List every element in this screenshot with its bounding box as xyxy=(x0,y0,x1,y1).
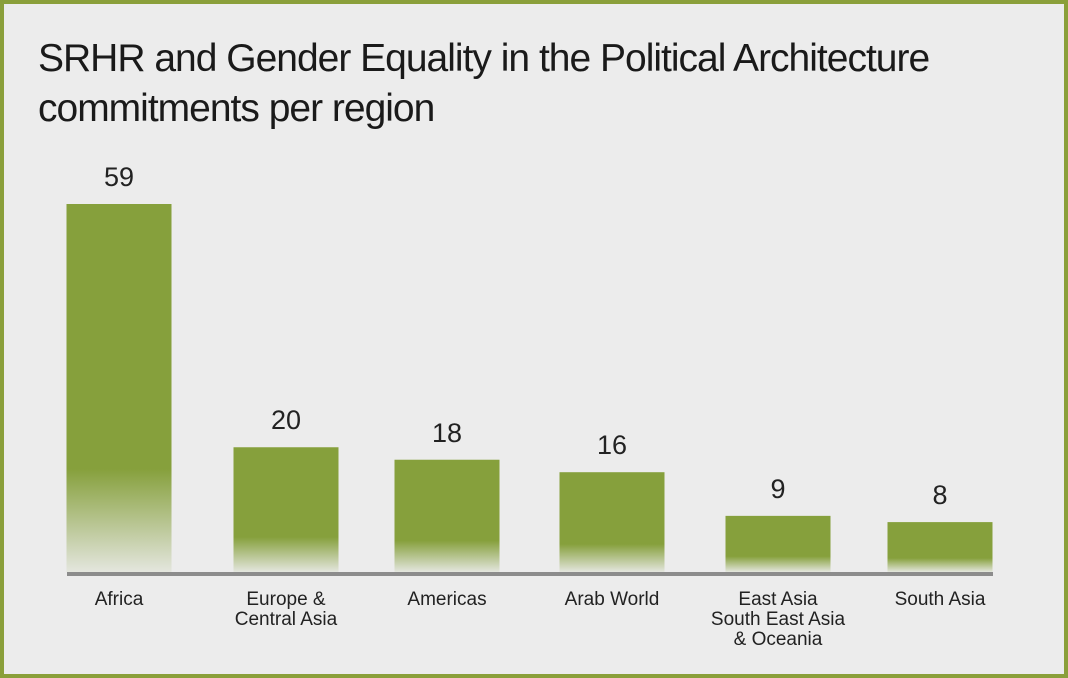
value-label: 16 xyxy=(596,430,628,461)
bar xyxy=(233,447,339,572)
value-label: 18 xyxy=(431,417,463,448)
bar xyxy=(725,515,831,572)
value-label: 9 xyxy=(770,473,786,504)
value-label: 20 xyxy=(270,405,302,436)
bar xyxy=(394,459,500,572)
x-tick-label: Arab World xyxy=(564,589,660,610)
x-tick-label: Europe & Central Asia xyxy=(234,589,338,630)
x-tick-label: East Asia South East Asia & Oceania xyxy=(710,589,846,650)
bar xyxy=(559,472,665,572)
value-label: 59 xyxy=(103,162,135,192)
value-label: 8 xyxy=(932,480,948,511)
bar xyxy=(66,204,172,572)
chart-title: SRHR and Gender Equality in the Politica… xyxy=(38,37,930,130)
x-tick-label: Americas xyxy=(407,589,487,610)
x-tick-label: South Asia xyxy=(894,589,986,610)
x-tick-label: Africa xyxy=(94,589,144,610)
bar xyxy=(887,522,993,572)
